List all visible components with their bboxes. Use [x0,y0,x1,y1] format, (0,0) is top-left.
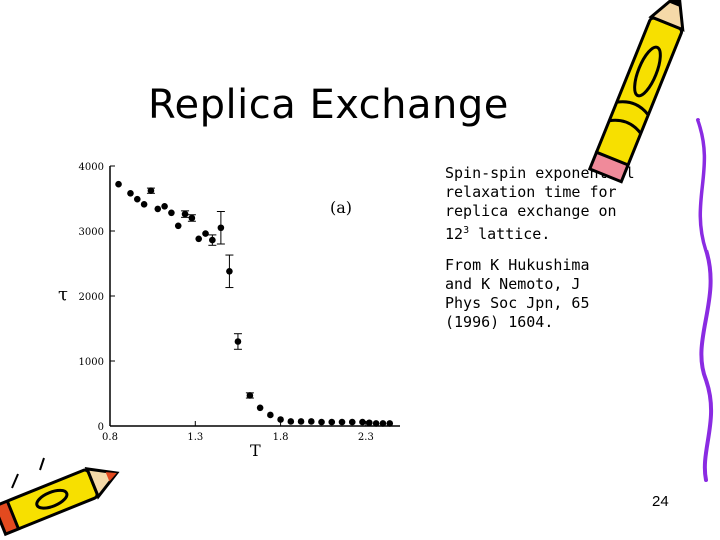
panel-label: (a) [330,198,352,217]
y-tick-label: 0 [98,422,104,433]
caption-line: Spin-spin exponential [445,164,635,182]
y-tick-label: 4000 [79,162,104,173]
data-point [234,338,242,345]
chart-marks [115,180,394,427]
data-point [127,190,134,197]
data-point [365,419,373,427]
x-axis-label: T [250,441,261,460]
slide-number: 24 [652,493,669,510]
y-tick-label: 3000 [79,227,104,238]
x-tick-label: 1.8 [273,432,289,443]
data-point [161,203,168,210]
data-point [318,418,325,426]
chart-ticks: 0 1000 2000 3000 4000 0.8 1.3 1.8 2.3 [79,162,374,443]
caption: Spin-spin exponential relaxation time fo… [445,164,645,344]
y-tick-label: 2000 [79,292,104,303]
data-point [133,195,141,203]
data-point [267,411,274,419]
data-point [147,187,155,194]
data-point [359,418,366,426]
caption-lattice-base: 12 [445,225,464,243]
y-axis-label: τ [58,284,68,305]
data-point [372,420,380,427]
data-point [168,209,175,217]
data-point [256,404,264,412]
data-point [154,205,162,213]
caption-line: relaxation time for [445,183,617,201]
data-point [115,180,122,188]
caption-lattice-rest: lattice. [469,225,551,243]
data-point [226,268,233,275]
data-point [338,418,346,426]
data-point [246,392,254,399]
data-point [140,201,148,208]
data-point [209,236,216,244]
data-point [202,230,209,237]
x-tick-label: 2.3 [358,432,374,443]
caption-description: Spin-spin exponential relaxation time fo… [445,164,645,244]
data-point [217,224,225,232]
citation-line: (1996) 1604. [445,313,554,331]
data-point [348,418,356,426]
data-point [297,418,305,425]
y-tick-label: 1000 [79,357,104,368]
slide-title: Replica Exchange [148,82,509,128]
citation-line: and K Nemoto, J [445,275,581,293]
data-point [181,210,189,218]
data-point [386,420,394,427]
caption-line: replica exchange on [445,202,617,220]
data-point [277,416,284,423]
citation-line: Phys Soc Jpn, 65 [445,294,590,312]
data-point [188,214,196,222]
caption-lattice-exp: 3 [463,225,470,236]
chart-axes [109,166,400,427]
data-point [307,418,315,425]
caption-citation: From K Hukushima and K Nemoto, J Phys So… [445,256,645,332]
x-tick-label: 0.8 [102,432,118,443]
citation-line: From K Hukushima [445,256,590,274]
data-point [195,235,203,243]
data-point [379,420,387,427]
x-tick-label: 1.3 [187,432,203,443]
data-point [174,222,182,230]
data-point [328,418,336,426]
data-point [287,418,295,425]
